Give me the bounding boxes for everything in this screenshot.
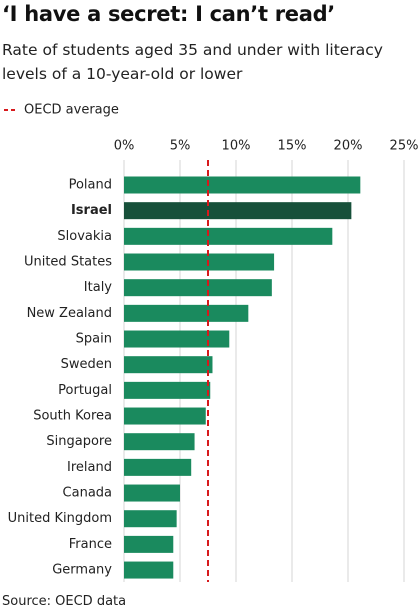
y-tick-label: Singapore xyxy=(46,434,112,449)
y-tick-label: Spain xyxy=(76,332,112,347)
bar xyxy=(124,202,352,220)
bar xyxy=(124,227,333,245)
x-tick-label: 0% xyxy=(114,139,135,154)
x-tick-label: 10% xyxy=(222,139,251,154)
bar xyxy=(124,433,195,451)
bar xyxy=(124,535,174,553)
y-tick-label: Israel xyxy=(71,203,112,218)
bar xyxy=(124,407,206,425)
y-tick-label: Poland xyxy=(69,178,112,193)
bar xyxy=(124,381,211,399)
x-tick-label: 15% xyxy=(278,139,307,154)
y-tick-label: Canada xyxy=(63,486,112,501)
source: Source: OECD data xyxy=(2,594,127,609)
x-tick-label: 20% xyxy=(334,139,363,154)
bar xyxy=(124,176,361,194)
y-tick-label: South Korea xyxy=(33,409,112,424)
chart: OECD average 0% 5% 10% 15% 20% 25% Poland Israel… xyxy=(4,103,419,582)
chart-subtitle: Rate of students aged 35 and under with … xyxy=(2,41,383,83)
bar xyxy=(124,458,192,476)
y-tick-label: France xyxy=(69,537,112,552)
y-tick-label: United States xyxy=(24,255,112,270)
y-tick-label: Portugal xyxy=(58,383,112,398)
y-tick-label: Italy xyxy=(84,280,113,295)
y-tick-label: Ireland xyxy=(67,460,112,475)
bar xyxy=(124,484,180,502)
bar xyxy=(124,253,275,271)
legend-label: OECD average xyxy=(24,103,119,118)
x-tick-label: 5% xyxy=(170,139,191,154)
bar xyxy=(124,356,213,374)
bar xyxy=(124,279,272,297)
bar xyxy=(124,330,230,348)
y-tick-label: Sweden xyxy=(61,357,112,372)
x-tick-label: 25% xyxy=(390,139,419,154)
bar xyxy=(124,510,177,528)
chart-title: ‘I have a secret: I can’t read’ xyxy=(2,2,335,26)
y-tick-label: Germany xyxy=(52,563,112,578)
y-tick-label: New Zealand xyxy=(27,306,112,321)
y-tick-label: United Kingdom xyxy=(8,511,112,526)
bar xyxy=(124,304,249,322)
bar xyxy=(124,561,174,579)
y-tick-label: Slovakia xyxy=(57,229,112,244)
